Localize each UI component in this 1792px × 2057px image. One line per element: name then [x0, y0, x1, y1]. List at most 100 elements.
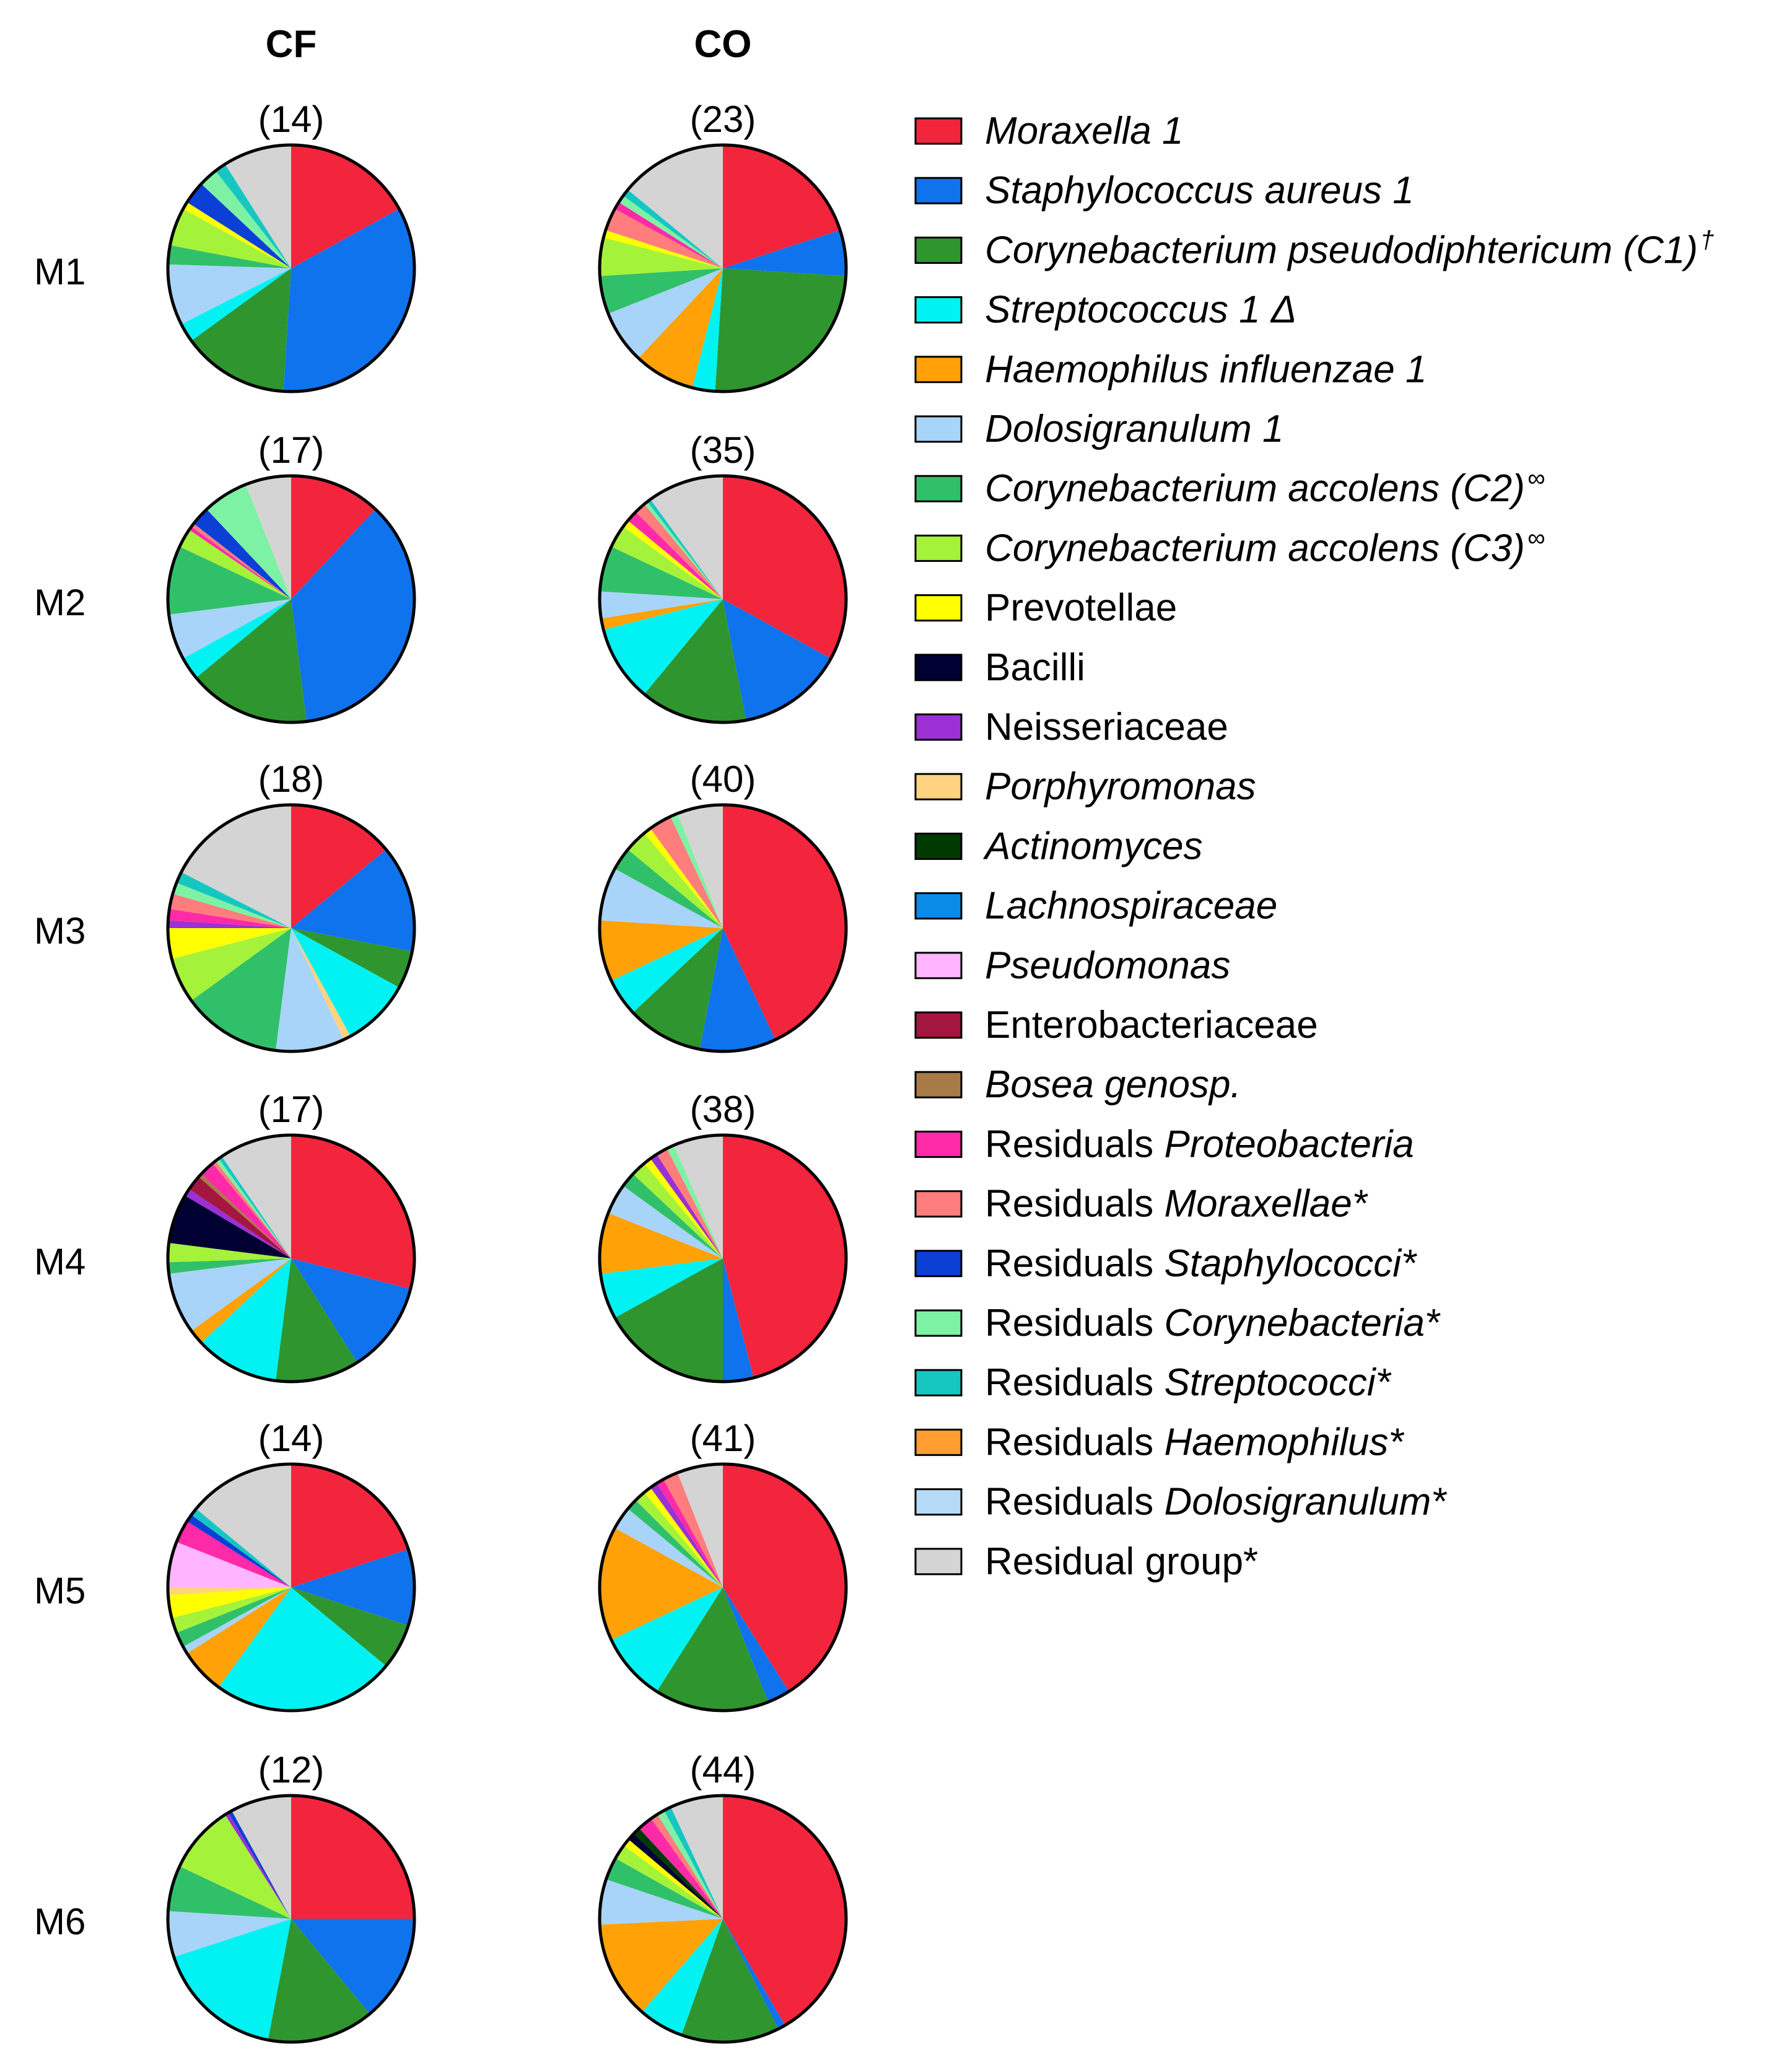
- legend-label: Staphylococcus aureus 1: [985, 169, 1414, 212]
- legend-swatch: [914, 415, 963, 443]
- pie-outline: [598, 803, 848, 1053]
- pie-slice-streptococcus-1: [291, 928, 400, 1037]
- pie-slice-residual-group: [650, 476, 723, 599]
- pie-slice-prevotellae: [644, 828, 723, 928]
- pie-slice-corynebacterium-accolens-c2: [614, 849, 723, 928]
- pie-slice-corynebacterium-accolens-c2: [168, 245, 291, 268]
- legend-item-neisseriaceae: Neisseriaceae: [914, 706, 1228, 748]
- pie-slice-corynebacterium-accolens-c3: [179, 1814, 291, 1919]
- pie-slice-staphylococcus-aureus-1: [723, 1258, 754, 1382]
- pie-outline: [166, 1133, 416, 1384]
- pie-slice-streptococcus-1: [611, 1587, 723, 1692]
- legend-item-residuals-dolosigranulum: Residuals Dolosigranulum*: [914, 1481, 1447, 1524]
- legend-swatch: [914, 1011, 963, 1039]
- pie-slice-streptococcus-1: [603, 599, 723, 695]
- pie-slice-haemophilus-influenzae-1: [638, 268, 723, 388]
- legend-swatch: [914, 1548, 963, 1576]
- pie-slice-corynebacterium-accolens-c2: [623, 1173, 723, 1258]
- pie-slice-porphyromonas: [168, 1587, 291, 1595]
- pie-slice-streptococcus-1: [183, 599, 291, 678]
- pie-slice-residuals-proteobacteria: [627, 512, 723, 599]
- pie-slice-enterobacteriaceae: [189, 1177, 291, 1258]
- pie-slice-haemophilus-influenzae-1: [599, 1528, 723, 1640]
- pie-slice-corynebacterium-accolens-c2: [600, 546, 723, 599]
- pie-slice-moraxella-1: [723, 145, 841, 268]
- pie-slice-dolosigranulum-1: [168, 264, 291, 325]
- pie-slice-streptococcus-1: [611, 928, 723, 1013]
- legend-label-part: Δ: [1270, 289, 1297, 331]
- pie-slice-haemophilus-influenzae-1: [186, 1587, 291, 1687]
- row-label-m5: M5: [34, 1570, 85, 1612]
- pie-slice-corynebacterium-accolens-c3: [615, 1845, 723, 1919]
- pie-slice-staphylococcus-aureus-1: [291, 509, 414, 722]
- pie-slice-residuals-staphylococci: [186, 183, 291, 268]
- pie-m1-cf: (14): [166, 99, 416, 393]
- legend-label: Corynebacterium pseudodiphtericum (C1) †: [985, 226, 1714, 271]
- pie-slice-haemophilus-influenzae-1: [599, 920, 723, 981]
- legend-label-part: †: [1700, 226, 1714, 253]
- legend-label-part: Haemophilus*: [1164, 1421, 1404, 1463]
- pie-slice-corynebacterium-accolens-c3: [172, 928, 291, 1001]
- legend-item-haemophilus-influenzae-1: Haemophilus influenzae 1: [914, 348, 1427, 391]
- pie-slice-prevotellae: [624, 1839, 723, 1919]
- pie-outline: [598, 1794, 848, 2044]
- legend-swatch: [914, 1071, 963, 1099]
- legend-swatch: [914, 1250, 963, 1278]
- legend-label-part: Corynebacterium accolens (C2): [985, 467, 1525, 510]
- legend-item-residuals-haemophilus: Residuals Haemophilus*: [914, 1421, 1404, 1463]
- pie-slice-staphylococcus-aureus-1: [723, 1587, 789, 1703]
- legend-swatch: [914, 773, 963, 800]
- pie-slice-corynebacterium-pseudodiphtericum-c1: [268, 1919, 370, 2043]
- legend-label-part: Haemophilus influenzae 1: [985, 348, 1427, 391]
- legend-swatch: [914, 356, 963, 384]
- pie-m3-co: (40): [598, 758, 848, 1053]
- pie-slice-residuals-moraxellae: [657, 1148, 723, 1258]
- legend-label: Residuals Moraxellae*: [985, 1183, 1368, 1226]
- legend-item-porphyromonas: Porphyromonas: [914, 765, 1256, 808]
- legend-label: Residual group*: [985, 1540, 1258, 1583]
- legend-swatch: [914, 654, 963, 682]
- legend-label-part: Dolosigranulum 1: [985, 408, 1283, 450]
- legend-item-enterobacteriaceae: Enterobacteriaceae: [914, 1004, 1318, 1046]
- legend-item-corynebacterium-accolens-c3: Corynebacterium accolens (C3) ∞: [914, 524, 1545, 569]
- pie-slice-residuals-corynebacteria: [216, 1159, 291, 1258]
- legend-swatch: [914, 296, 963, 324]
- pie-slice-corynebacterium-accolens-c3: [632, 1163, 723, 1258]
- pie-slice-neisseriaceae: [168, 920, 291, 928]
- pie-slice-residuals-corynebacteria: [172, 882, 291, 928]
- pie-slice-corynebacterium-accolens-c2: [191, 928, 291, 1051]
- pie-outline: [598, 474, 848, 724]
- legend-label-part: Enterobacteriaceae: [985, 1004, 1318, 1046]
- legend-item-bacilli: Bacilli: [914, 646, 1085, 689]
- pie-slice-staphylococcus-aureus-1: [291, 1258, 411, 1363]
- pie-outline: [166, 1794, 416, 2044]
- legend-label: Actinomyces: [982, 825, 1202, 867]
- legend-label-part: Dolosigranulum*: [1164, 1481, 1447, 1524]
- pie-slice-dolosigranulum-1: [276, 928, 344, 1051]
- pie-slice-residuals-moraxellae: [636, 504, 723, 599]
- legend-item-residuals-staphylococci: Residuals Staphylococci*: [914, 1242, 1417, 1285]
- pie-slice-staphylococcus-aureus-1: [283, 209, 415, 392]
- legend-label: Residuals Staphylococci*: [985, 1242, 1417, 1285]
- pie-slice-residual-group: [181, 805, 291, 928]
- pie-slice-residuals-staphylococci: [228, 1810, 291, 1919]
- legend-swatch: [914, 1428, 963, 1456]
- pie-slice-staphylococcus-aureus-1: [291, 1919, 414, 2014]
- pie-m1-co: (23): [598, 99, 848, 393]
- pie-slice-residuals-moraxellae: [650, 816, 723, 928]
- pie-outline: [598, 143, 848, 393]
- legend-label: Corynebacterium accolens (C2) ∞: [985, 465, 1545, 510]
- pie-m5-co: (41): [598, 1418, 848, 1713]
- legend-item-moraxella-1: Moraxella 1: [914, 110, 1183, 152]
- sample-count-label: (44): [690, 1749, 756, 1791]
- pie-slice-residuals-streptococci: [176, 872, 291, 928]
- legend-swatch: [914, 1190, 963, 1218]
- pie-slice-corynebacterium-accolens-c3: [636, 1492, 723, 1587]
- pie-slice-porphyromonas: [291, 928, 351, 1040]
- legend-label: Porphyromonas: [985, 765, 1256, 808]
- legend-swatch: [914, 1369, 963, 1397]
- pie-slice-streptococcus-1: [600, 1258, 723, 1318]
- pie-slice-residuals-corynebacteria: [206, 484, 291, 599]
- pie-slice-neisseriaceae: [650, 1483, 723, 1587]
- pie-slice-residual-group: [225, 145, 291, 268]
